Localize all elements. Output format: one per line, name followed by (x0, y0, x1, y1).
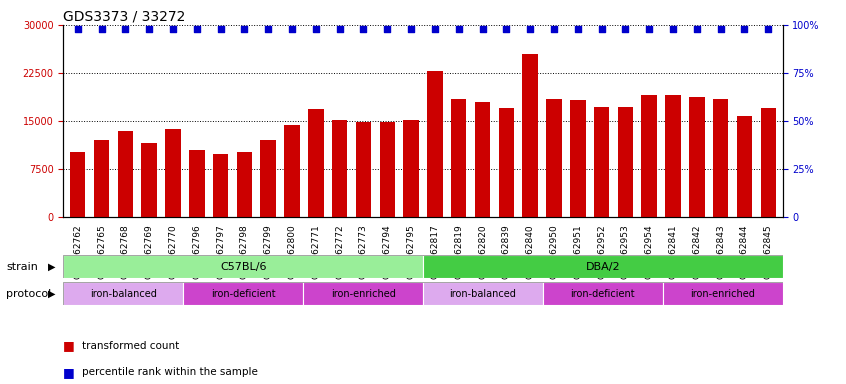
Bar (498, 108, 514, 217)
Bar (713, 99, 728, 217)
Bar (63, 282, 184, 305)
Bar (618, 107, 633, 217)
Point (714, 26, 728, 32)
Bar (184, 282, 303, 305)
Bar (237, 152, 252, 217)
Text: transformed count: transformed count (82, 341, 179, 351)
Bar (118, 131, 133, 217)
Text: protocol: protocol (6, 289, 51, 299)
Bar (665, 95, 681, 217)
Bar (380, 122, 395, 217)
Point (95, 26, 108, 32)
Bar (662, 282, 783, 305)
Text: iron-balanced: iron-balanced (90, 289, 157, 299)
Point (618, 26, 632, 32)
Point (214, 26, 228, 32)
Point (667, 26, 680, 32)
Bar (543, 282, 662, 305)
Text: ▶: ▶ (48, 262, 56, 272)
Text: iron-enriched: iron-enriched (331, 289, 396, 299)
Bar (94, 140, 109, 217)
Bar (404, 120, 419, 217)
Text: ■: ■ (63, 366, 80, 379)
Bar (547, 99, 562, 217)
Bar (594, 107, 609, 217)
Bar (165, 129, 181, 217)
Point (285, 26, 299, 32)
Text: strain: strain (6, 262, 38, 272)
Point (404, 26, 418, 32)
Point (571, 26, 585, 32)
Bar (308, 109, 323, 217)
Bar (689, 97, 705, 217)
Point (524, 26, 537, 32)
Text: iron-deficient: iron-deficient (211, 289, 276, 299)
Bar (303, 282, 423, 305)
Bar (261, 140, 276, 217)
Point (261, 26, 275, 32)
Point (547, 26, 561, 32)
Bar (332, 120, 348, 217)
Bar (213, 154, 228, 217)
Text: iron-balanced: iron-balanced (449, 289, 516, 299)
Bar (475, 102, 491, 217)
Bar (189, 150, 205, 217)
Point (142, 26, 156, 32)
Point (452, 26, 465, 32)
Bar (641, 95, 657, 217)
Point (238, 26, 251, 32)
Text: iron-enriched: iron-enriched (690, 289, 755, 299)
Bar (141, 143, 157, 217)
Text: ■: ■ (63, 339, 80, 352)
Point (500, 26, 514, 32)
Text: C57BL/6: C57BL/6 (220, 262, 266, 272)
Bar (427, 71, 442, 217)
Point (642, 26, 656, 32)
Point (381, 26, 394, 32)
Point (475, 26, 489, 32)
Point (690, 26, 704, 32)
Point (428, 26, 442, 32)
Bar (737, 116, 752, 217)
Bar (761, 108, 776, 217)
Bar (570, 101, 585, 217)
Text: ▶: ▶ (48, 289, 56, 299)
Bar (284, 125, 299, 217)
Point (190, 26, 204, 32)
Bar (451, 99, 466, 217)
Point (118, 26, 132, 32)
Point (309, 26, 322, 32)
Point (761, 26, 775, 32)
Bar (355, 122, 371, 217)
Point (71, 26, 85, 32)
Point (595, 26, 608, 32)
Point (357, 26, 371, 32)
Text: GDS3373 / 33272: GDS3373 / 33272 (63, 10, 186, 24)
Bar (70, 152, 85, 217)
Text: iron-deficient: iron-deficient (570, 289, 635, 299)
Text: DBA/2: DBA/2 (585, 262, 620, 272)
Bar (63, 255, 423, 278)
Bar (523, 54, 538, 217)
Bar (423, 255, 783, 278)
Point (166, 26, 179, 32)
Text: percentile rank within the sample: percentile rank within the sample (82, 367, 258, 377)
Point (332, 26, 346, 32)
Point (738, 26, 751, 32)
Bar (423, 282, 543, 305)
